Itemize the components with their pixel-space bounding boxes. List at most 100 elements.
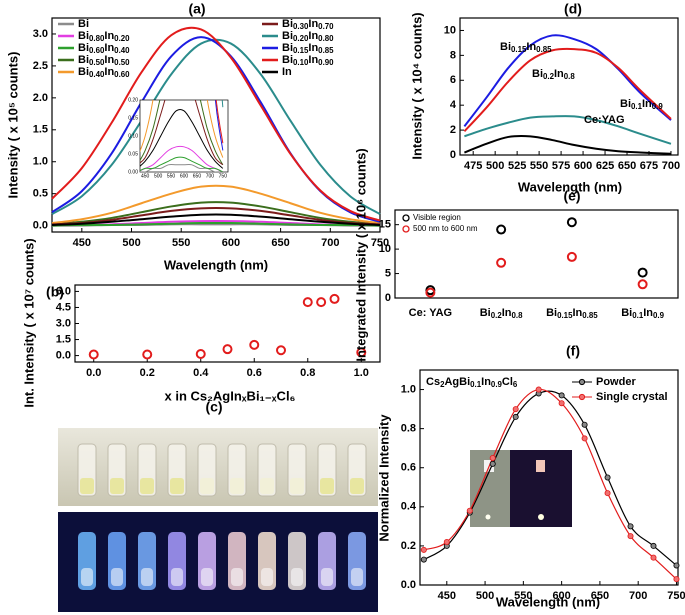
vial-powder bbox=[260, 478, 274, 494]
x-tick-label: 450 bbox=[438, 590, 456, 602]
series-line bbox=[140, 156, 224, 172]
x-tick-label: 750 bbox=[371, 237, 389, 249]
vial-glow-core bbox=[201, 568, 213, 586]
x-axis-label: Wavelength (nm) bbox=[164, 257, 268, 272]
point bbox=[581, 435, 588, 442]
y-tick-label: 2.0 bbox=[33, 92, 48, 104]
legend-marker bbox=[402, 225, 410, 233]
series-line bbox=[464, 134, 672, 155]
series-line bbox=[51, 207, 381, 226]
x-tick-label: Bi0.2In0.8 bbox=[480, 307, 523, 320]
point bbox=[558, 392, 565, 399]
x-tick-label: 0.0 bbox=[86, 367, 101, 379]
x-tick-label: 550 bbox=[530, 160, 548, 172]
legend-label: Powder bbox=[596, 376, 636, 388]
series-line bbox=[51, 221, 381, 227]
inset-y-tick-label: 0.10 bbox=[128, 133, 138, 139]
point bbox=[604, 490, 611, 497]
point bbox=[673, 562, 680, 569]
vial-glow-core bbox=[351, 568, 363, 586]
y-tick-label: 0.2 bbox=[401, 540, 416, 552]
point bbox=[535, 386, 542, 393]
point bbox=[276, 345, 287, 356]
point bbox=[566, 251, 577, 262]
point bbox=[627, 533, 634, 540]
series-line bbox=[140, 145, 224, 172]
point bbox=[496, 257, 507, 268]
inset-plot bbox=[140, 100, 224, 172]
x-axis-label: x in Cs₂AgInₓBi₁₋ₓCl₆ bbox=[165, 388, 296, 403]
y-tick-label: 0 bbox=[450, 149, 456, 161]
plot-frame bbox=[51, 17, 381, 233]
point bbox=[627, 523, 634, 530]
point bbox=[650, 554, 657, 561]
vial-powder bbox=[230, 478, 244, 494]
x-tick-label: 600 bbox=[574, 160, 592, 172]
x-tick-label: 550 bbox=[172, 237, 190, 249]
vial-powder bbox=[290, 478, 304, 494]
inset-x-tick-label: 450 bbox=[141, 173, 150, 179]
inset-y-tick-label: 0.05 bbox=[128, 151, 138, 157]
y-tick-label: 1.5 bbox=[33, 124, 48, 136]
x-tick-label: 650 bbox=[591, 590, 609, 602]
x-tick-label: 500 bbox=[486, 160, 504, 172]
x-tick-label: Ce: YAG bbox=[409, 307, 452, 319]
series-line bbox=[463, 47, 672, 133]
point bbox=[566, 217, 577, 228]
legend-label: Bi bbox=[78, 18, 89, 30]
series-line bbox=[51, 201, 381, 226]
vial-glow-core bbox=[141, 568, 153, 586]
series-label: Bi0.1In0.9 bbox=[620, 98, 663, 111]
y-tick-label: 0.8 bbox=[401, 423, 416, 435]
x-tick-label: 650 bbox=[618, 160, 636, 172]
point bbox=[302, 297, 313, 308]
x-tick-label: 700 bbox=[321, 237, 339, 249]
inset-x-tick-label: 600 bbox=[180, 173, 189, 179]
spot-right bbox=[538, 514, 544, 520]
legend-label: Bi0.40In0.60 bbox=[78, 66, 130, 79]
y-tick-label: 15 bbox=[379, 219, 391, 231]
point bbox=[466, 507, 473, 514]
series-label: Bi0.2In0.8 bbox=[532, 68, 575, 81]
series-line bbox=[51, 26, 381, 222]
plot-frame bbox=[74, 284, 381, 363]
y-tick-label: 0.0 bbox=[33, 220, 48, 232]
inset-x-tick-label: 550 bbox=[167, 173, 176, 179]
plot-frame bbox=[459, 17, 679, 156]
legend-label: Bi0.60In0.40 bbox=[78, 42, 130, 55]
panel-label: (c) bbox=[205, 399, 222, 415]
panel-label: (e) bbox=[563, 188, 580, 204]
vial-powder bbox=[200, 478, 214, 494]
point bbox=[496, 224, 507, 235]
x-tick-label: 750 bbox=[667, 590, 685, 602]
vial-powder bbox=[170, 478, 184, 494]
point bbox=[420, 556, 427, 563]
panel-label: (b) bbox=[46, 284, 64, 300]
legend-label: Bi0.20In0.80 bbox=[282, 30, 334, 43]
point bbox=[558, 400, 565, 407]
point bbox=[443, 539, 450, 546]
y-tick-label: 0.6 bbox=[401, 462, 416, 474]
point bbox=[581, 421, 588, 428]
legend-marker bbox=[578, 393, 586, 401]
legend-label: Visible region bbox=[413, 213, 461, 222]
panel-label: (d) bbox=[564, 1, 582, 17]
y-tick-label: 0.0 bbox=[56, 349, 71, 361]
x-tick-label: 600 bbox=[222, 237, 240, 249]
x-tick-label: 0.4 bbox=[193, 367, 209, 379]
point bbox=[249, 339, 260, 350]
y-tick-label: 2 bbox=[450, 124, 456, 136]
point bbox=[604, 474, 611, 481]
x-tick-label: 0.2 bbox=[140, 367, 155, 379]
point bbox=[512, 413, 519, 420]
chart-title: Cs2AgBi0.1In0.9Cl6 bbox=[426, 376, 518, 389]
y-axis-label: Intensity ( x 10⁴ counts) bbox=[409, 12, 424, 159]
legend-label: 500 nm to 600 nm bbox=[413, 224, 478, 233]
legend-label: Bi0.30In0.70 bbox=[282, 18, 334, 31]
y-tick-label: 10 bbox=[379, 243, 391, 255]
legend-label: Single crystal bbox=[596, 391, 668, 403]
point bbox=[329, 293, 340, 304]
y-axis-label: Integrated Intensity ( x 10⁶ counts) bbox=[353, 148, 368, 361]
point bbox=[425, 287, 436, 298]
